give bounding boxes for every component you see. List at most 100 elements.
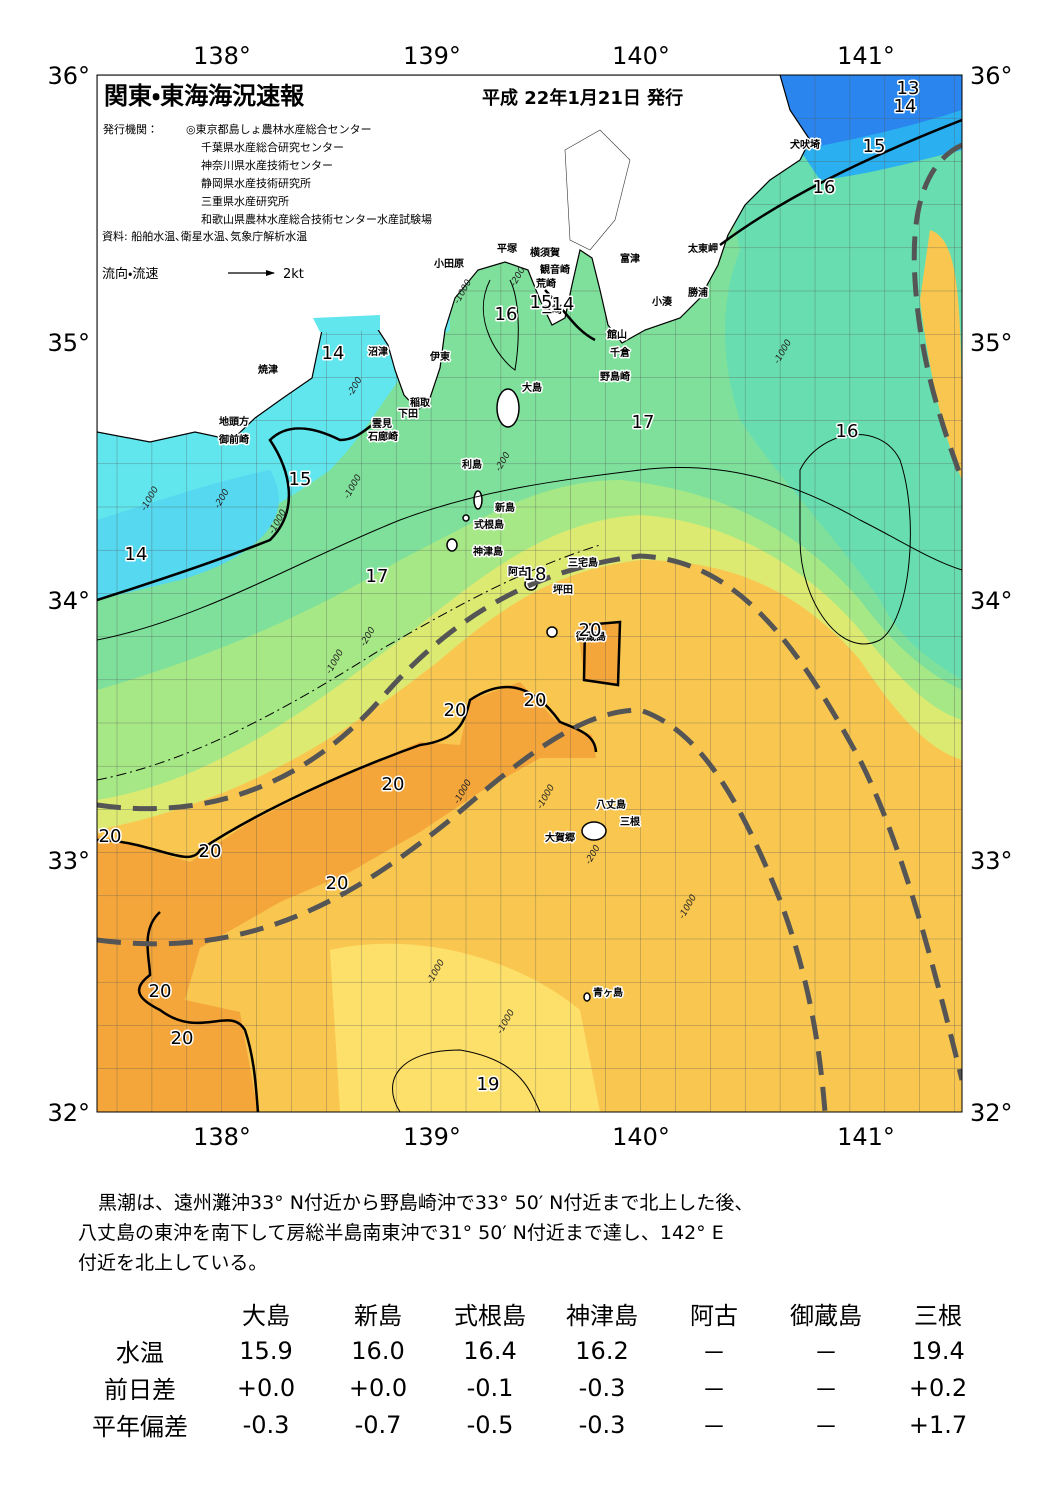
latitude-label: 36° <box>47 62 90 90</box>
isotherm-label: 14 <box>894 96 917 117</box>
place-name: 石廊崎 <box>367 430 398 443</box>
longitude-label: 141° <box>837 42 895 70</box>
island <box>462 514 470 522</box>
place-name: 小田原 <box>433 257 464 270</box>
place-name: 坪田 <box>553 583 573 596</box>
place-name: 三根 <box>620 815 641 828</box>
island <box>583 992 591 1002</box>
summary: 黒潮は、遠州灘沖33° N付近から野島崎沖で33° 50′ N付近まで北上した後… <box>78 1188 998 1278</box>
longitude-label: 138° <box>193 1123 251 1151</box>
column-header: 神津島 <box>566 1302 638 1330</box>
latitude-label: 34° <box>970 587 1013 615</box>
place-name: 千倉 <box>610 346 631 359</box>
table-corner <box>70 1295 210 1332</box>
isotherm-label: 20 <box>326 873 349 894</box>
sea-warm <box>920 230 962 480</box>
island <box>473 490 483 510</box>
latitude-label: 33° <box>970 847 1013 875</box>
place-name: 大島 <box>522 381 542 394</box>
isotherm-label: 20 <box>382 774 405 795</box>
place-name: 神津島 <box>472 545 503 558</box>
island <box>496 388 520 428</box>
latitude-label: 35° <box>47 329 90 357</box>
cell: － <box>702 1413 726 1441</box>
cell: － <box>814 1339 838 1367</box>
cell: 16.0 <box>351 1336 405 1365</box>
isotherm-label: 15 <box>863 136 886 157</box>
isotherm-label: 16 <box>836 421 859 442</box>
publisher: ◎東京都島しょ農林水産総合センター <box>186 122 372 136</box>
place-name: 阿古 <box>508 565 528 578</box>
cell: -0.7 <box>354 1410 402 1439</box>
sea-condition-map: 関東・東海海況速報 平成 22年1月21日 発行 発行機関： 資料: 船舶水温､… <box>47 42 1012 1151</box>
place-name: 式根島 <box>474 518 504 531</box>
isotherm-label: 17 <box>366 566 389 587</box>
column-header: 大島 <box>242 1302 290 1330</box>
row-label: 平年偏差 <box>92 1413 188 1441</box>
isotherm-label: 18 <box>524 564 547 585</box>
place-name: 利島 <box>462 458 482 471</box>
sea-cyan-dark <box>97 470 279 600</box>
row-label: 水温 <box>116 1339 164 1367</box>
isotherm-label: 20 <box>579 620 602 641</box>
place-name: 稲取 <box>410 396 431 409</box>
place-name: 横須賀 <box>530 246 560 259</box>
longitude-label: 138° <box>193 42 251 70</box>
isotherm-label: 15 <box>530 292 553 313</box>
latitude-label: 33° <box>47 847 90 875</box>
island <box>446 538 458 552</box>
place-name: 小湊 <box>651 295 673 308</box>
table-header-row: 大島 新島 式根島 神津島 阿古 御蔵島 三根 <box>70 1295 994 1332</box>
suruga-bay-head <box>313 315 380 332</box>
kuroshio-edge <box>97 707 828 1112</box>
latitude-label: 36° <box>970 62 1013 90</box>
cell: 15.9 <box>239 1336 293 1365</box>
cell: -0.3 <box>578 1410 626 1439</box>
land <box>97 75 811 443</box>
isotherm-label: 20 <box>199 841 222 862</box>
isotherms <box>97 118 962 1112</box>
isotherm <box>482 279 519 371</box>
isotherm-label: 17 <box>632 412 655 433</box>
place-name: 犬吠埼 <box>790 138 820 151</box>
publisher: 神奈川県水産技術センター <box>201 158 333 172</box>
kuroshio-axis <box>97 142 962 1112</box>
map-labels: 138° 138° 139° 139° 140° 140° 141° 141° 36° 36° 35… <box>47 42 1012 1151</box>
isotherm-label: 19 <box>477 1074 500 1095</box>
cell: 19.4 <box>911 1336 965 1365</box>
place-name: 大賀郷 <box>545 831 575 844</box>
cell: -0.1 <box>466 1373 514 1402</box>
place-name: 勝浦 <box>688 286 708 299</box>
place-name: 伊東 <box>429 350 450 363</box>
isotherm-label: 15 <box>289 469 312 490</box>
publisher-label: 発行機関： <box>103 122 158 136</box>
place-name: 平塚 <box>497 242 518 255</box>
kuroshio-edge <box>911 142 962 481</box>
place-name: 館山 <box>606 328 627 341</box>
isotherm-label: 16 <box>813 177 836 198</box>
publisher: 静岡県水産技術研究所 <box>201 176 311 190</box>
map-body: 関東・東海海況速報 平成 22年1月21日 発行 発行機関： 資料: 船舶水温､… <box>97 75 962 1112</box>
legend-arrowhead <box>266 270 275 276</box>
isotherm <box>582 620 622 687</box>
legend-label: 流向・流速 <box>102 266 158 282</box>
longitude-label: 139° <box>403 42 461 70</box>
tokyo-bay <box>564 129 631 251</box>
place-name: 雲見 <box>372 418 392 430</box>
cell: 16.4 <box>463 1336 517 1365</box>
place-name: 太東岬 <box>687 242 718 255</box>
column-header: 新島 <box>354 1302 402 1330</box>
publisher: 千葉県水産総合研究センター <box>201 140 344 154</box>
cell: +0.0 <box>236 1373 296 1402</box>
kuroshio-edge <box>97 553 962 1081</box>
isotherm <box>97 685 598 859</box>
column-header: 三根 <box>914 1302 962 1330</box>
map-title: 関東・東海海況速報 <box>104 82 305 110</box>
place-name: 青ヶ島 <box>593 986 623 999</box>
publisher: 和歌山県農林水産総合技術センター水産試験場 <box>201 212 432 226</box>
cell: － <box>814 1376 838 1404</box>
isotherm-label: 13 <box>897 78 920 99</box>
publisher: 三重県水産研究所 <box>201 194 289 208</box>
latitude-label: 35° <box>970 329 1013 357</box>
